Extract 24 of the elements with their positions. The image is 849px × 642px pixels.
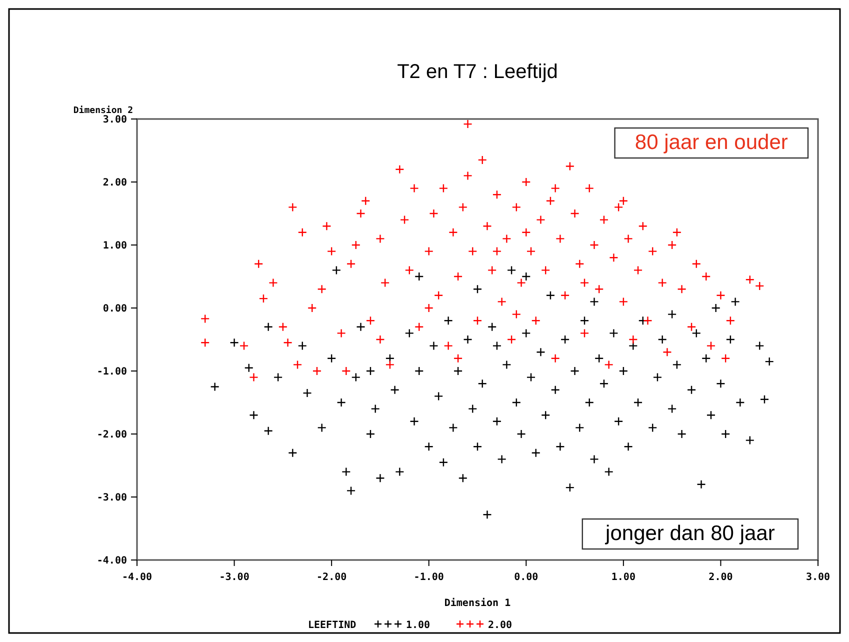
x-tick-label: 2.00 (708, 572, 733, 583)
x-tick-label: -3.00 (219, 572, 250, 583)
annotation: jonger dan 80 jaar (604, 522, 775, 545)
legend-title: LEEFTIND (308, 620, 356, 631)
x-tick-label: -1.00 (414, 572, 444, 583)
y-tick-label: 1.00 (102, 240, 127, 252)
x-axis-title: Dimension 1 (444, 597, 511, 609)
y-tick-label: 2.00 (102, 178, 127, 188)
y-tick-label: 3.00 (102, 114, 127, 126)
x-tick-label: 1.00 (611, 572, 636, 583)
x-tick-label: -2.00 (316, 572, 347, 583)
y-tick-label: -2.00 (96, 430, 127, 440)
y-tick-label: 0.00 (102, 304, 127, 314)
y-tick-label: -3.00 (96, 492, 127, 504)
chart-title: T2 en T7 : Leeftijd (397, 61, 558, 83)
legend-label: 1.00 (406, 620, 430, 631)
y-tick-label: -1.00 (96, 366, 127, 378)
x-tick-label: 0.00 (514, 572, 538, 583)
x-tick-label: -4.00 (122, 572, 152, 583)
annotation: 80 jaar en ouder (634, 131, 788, 154)
x-tick-label: 3.00 (806, 572, 830, 583)
legend-label: 2.00 (488, 620, 512, 631)
y-axis-title: Dimension 2 (73, 105, 133, 116)
y-tick-label: -4.00 (96, 556, 127, 566)
